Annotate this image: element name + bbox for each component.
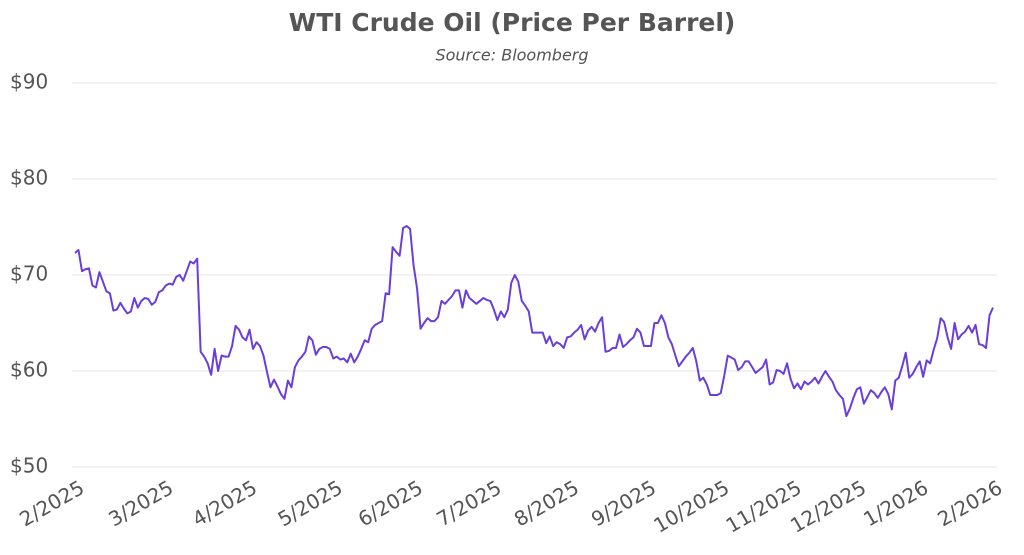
y-tick-label: $80 bbox=[10, 166, 48, 190]
chart-title: WTI Crude Oil (Price Per Barrel) bbox=[289, 8, 736, 37]
y-tick-label: $50 bbox=[10, 454, 48, 478]
y-tick-label: $90 bbox=[10, 70, 48, 94]
x-tick-label: 10/2025 bbox=[649, 475, 733, 537]
price-line bbox=[74, 225, 994, 418]
x-tick-label: 5/2025 bbox=[274, 475, 347, 531]
x-tick-label: 6/2025 bbox=[354, 475, 427, 531]
x-tick-label: 9/2025 bbox=[587, 475, 660, 531]
x-tick-label: 2/2025 bbox=[15, 475, 88, 531]
chart-subtitle: Source: Bloomberg bbox=[435, 46, 588, 65]
x-tick-label: 7/2025 bbox=[432, 475, 505, 531]
x-tick-label: 3/2025 bbox=[104, 475, 177, 531]
x-tick-label: 8/2025 bbox=[510, 475, 583, 531]
y-tick-label: $60 bbox=[10, 358, 48, 382]
x-tick-label: 1/2026 bbox=[859, 475, 932, 531]
y-tick-label: $70 bbox=[10, 262, 48, 286]
x-tick-label: 2/2026 bbox=[933, 475, 1006, 531]
x-tick-label: 4/2025 bbox=[188, 475, 261, 531]
